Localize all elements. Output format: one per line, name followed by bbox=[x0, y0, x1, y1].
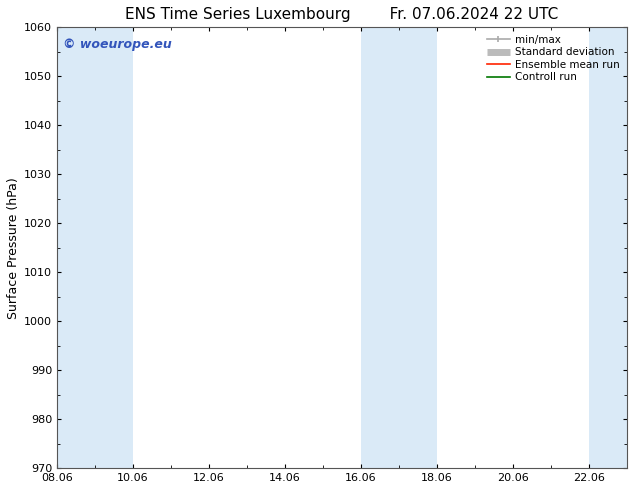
Bar bbox=[589, 27, 627, 468]
Legend: min/max, Standard deviation, Ensemble mean run, Controll run: min/max, Standard deviation, Ensemble me… bbox=[485, 32, 622, 84]
Bar bbox=[57, 27, 133, 468]
Bar bbox=[361, 27, 437, 468]
Y-axis label: Surface Pressure (hPa): Surface Pressure (hPa) bbox=[7, 177, 20, 318]
Title: ENS Time Series Luxembourg        Fr. 07.06.2024 22 UTC: ENS Time Series Luxembourg Fr. 07.06.202… bbox=[126, 7, 559, 22]
Text: © woeurope.eu: © woeurope.eu bbox=[63, 38, 172, 51]
